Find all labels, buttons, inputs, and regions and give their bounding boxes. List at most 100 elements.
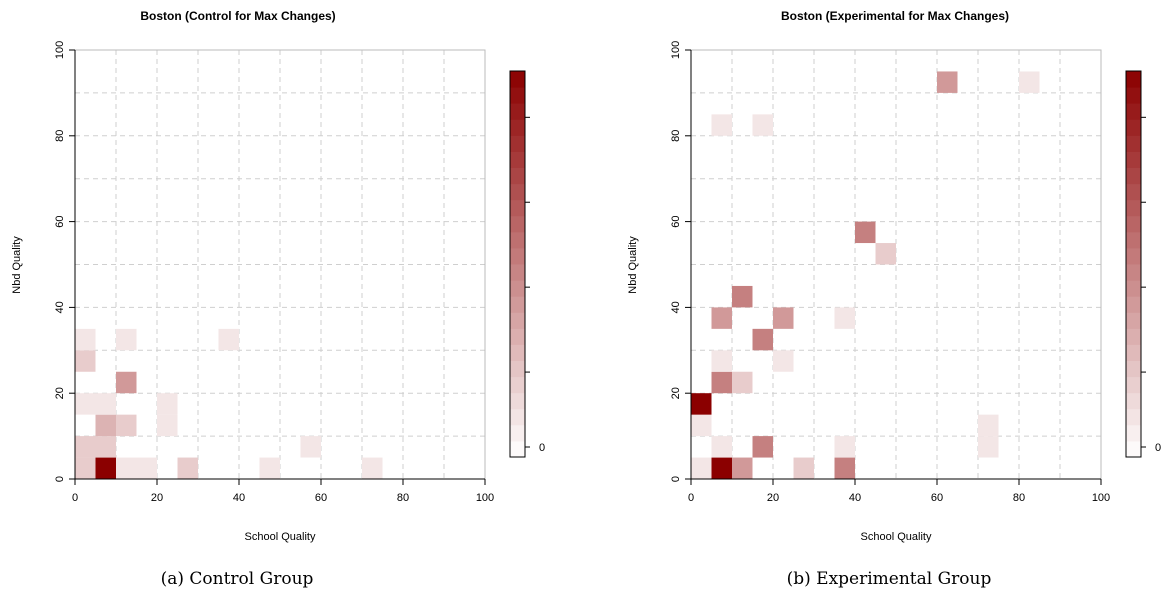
colorbar-border — [1125, 70, 1142, 458]
y-tick-label: 80 — [54, 130, 66, 142]
heatmap-cell — [834, 457, 855, 479]
heatmap-cell — [978, 414, 999, 437]
colorbar-segment — [510, 135, 525, 152]
heatmap-cell — [75, 328, 96, 351]
heatmap-cell — [362, 457, 383, 479]
colorbar-segment — [510, 440, 525, 458]
chart-title: Boston (Experimental for Max Changes) — [781, 9, 1009, 23]
colorbar-segment — [1126, 392, 1141, 410]
heatmap-cell — [978, 436, 999, 458]
caption: (b) Experimental Group — [787, 569, 992, 589]
x-tick-label: 20 — [151, 492, 163, 504]
colorbar-segment — [1126, 424, 1141, 442]
colorbar-segment — [1126, 199, 1141, 217]
heatmap-cell — [875, 243, 896, 265]
x-tick-label: 100 — [476, 492, 494, 504]
heatmap-cell — [711, 457, 732, 479]
heatmap-cell — [95, 457, 116, 479]
heatmap-cell — [732, 285, 753, 308]
heatmap-cell — [691, 393, 712, 415]
heatmap-cell — [136, 457, 157, 479]
y-tick-label: 60 — [670, 215, 682, 227]
x-tick-label: 60 — [315, 492, 327, 504]
colorbar-segment — [1126, 376, 1141, 394]
heatmap-cell — [157, 393, 178, 415]
x-axis-label: School Quality — [245, 531, 316, 543]
colorbar-segment — [1126, 280, 1141, 297]
y-axis: 0 20 40 60 80 100 — [670, 41, 692, 482]
colorbar-segment — [1126, 296, 1141, 313]
heatmap-cell — [855, 221, 876, 244]
colorbar-tick-label: 0 — [539, 442, 545, 454]
heatmap-cell — [752, 436, 773, 458]
colorbar-segment — [510, 408, 525, 426]
colorbar-segment — [1126, 183, 1141, 201]
heatmap-cell — [75, 457, 96, 479]
colorbar-segment — [1126, 87, 1141, 104]
heatmap-cells — [691, 71, 1040, 479]
heatmap-cell — [752, 328, 773, 351]
y-tick-label: 40 — [670, 301, 682, 313]
heatmap-cell — [75, 436, 96, 458]
y-tick-label: 0 — [670, 476, 682, 482]
colorbar: 0 — [509, 70, 545, 458]
panel-experimental: Boston (Experimental for Max Changes) 0 2… — [627, 9, 1161, 589]
colorbar-segment — [1126, 119, 1141, 136]
y-tick-label: 0 — [54, 476, 66, 482]
colorbar-segment — [510, 392, 525, 410]
heatmap-cell — [95, 393, 116, 415]
heatmap-cell — [691, 414, 712, 437]
colorbar-tick-label: 0 — [1155, 442, 1161, 454]
y-axis-label: Nbd Quality — [627, 236, 639, 294]
heatmap-cell — [116, 457, 137, 479]
colorbar-segment — [510, 280, 525, 297]
x-axis: 0 20 40 60 80 100 — [688, 478, 1110, 504]
heatmap-cell — [95, 436, 116, 458]
heatmap-cell — [834, 436, 855, 458]
colorbar-segment — [1126, 328, 1141, 345]
colorbar-segment — [510, 87, 525, 104]
heatmap-cell — [691, 457, 712, 479]
colorbar: 0 — [1125, 70, 1161, 458]
colorbar-segment — [510, 312, 525, 329]
y-axis: 0 20 40 60 80 100 — [54, 41, 76, 482]
y-tick-label: 100 — [54, 41, 66, 59]
colorbar-segment — [510, 360, 525, 378]
colorbar-segment — [510, 167, 525, 185]
heatmap-cell — [773, 350, 794, 372]
heatmap-cell — [732, 371, 753, 394]
colorbar-border — [509, 70, 526, 458]
heatmap-cell — [75, 350, 96, 372]
colorbar-segment — [510, 103, 525, 120]
colorbar-segment — [510, 296, 525, 313]
x-axis: 0 20 40 60 80 100 — [72, 478, 494, 504]
x-tick-label: 20 — [767, 492, 779, 504]
colorbar-segment — [1126, 103, 1141, 120]
colorbar-segment — [1126, 312, 1141, 329]
colorbar-segment — [1126, 360, 1141, 378]
chart-title: Boston (Control for Max Changes) — [140, 9, 335, 23]
heatmap-cell — [834, 307, 855, 329]
heatmap-cell — [157, 414, 178, 437]
heatmap-cell — [1019, 71, 1040, 93]
colorbar-segment — [1126, 408, 1141, 426]
x-tick-label: 0 — [72, 492, 78, 504]
y-tick-label: 60 — [54, 215, 66, 227]
x-tick-label: 100 — [1092, 492, 1110, 504]
heatmap-cell — [116, 371, 137, 394]
colorbar-segment — [510, 231, 525, 249]
colorbar-segment — [1126, 215, 1141, 233]
colorbar-segment — [510, 199, 525, 217]
heatmap-cell — [711, 350, 732, 372]
colorbar-segment — [1126, 264, 1141, 281]
y-tick-label: 80 — [670, 130, 682, 142]
heatmap-cell — [95, 414, 116, 437]
colorbar-segment — [510, 328, 525, 345]
heatmap-cell — [75, 393, 96, 415]
colorbar-segment — [510, 71, 525, 88]
colorbar-segment — [1126, 71, 1141, 88]
colorbar-segment — [1126, 247, 1141, 265]
heatmap-cell — [711, 436, 732, 458]
colorbar-segment — [510, 424, 525, 442]
y-tick-label: 20 — [54, 387, 66, 399]
